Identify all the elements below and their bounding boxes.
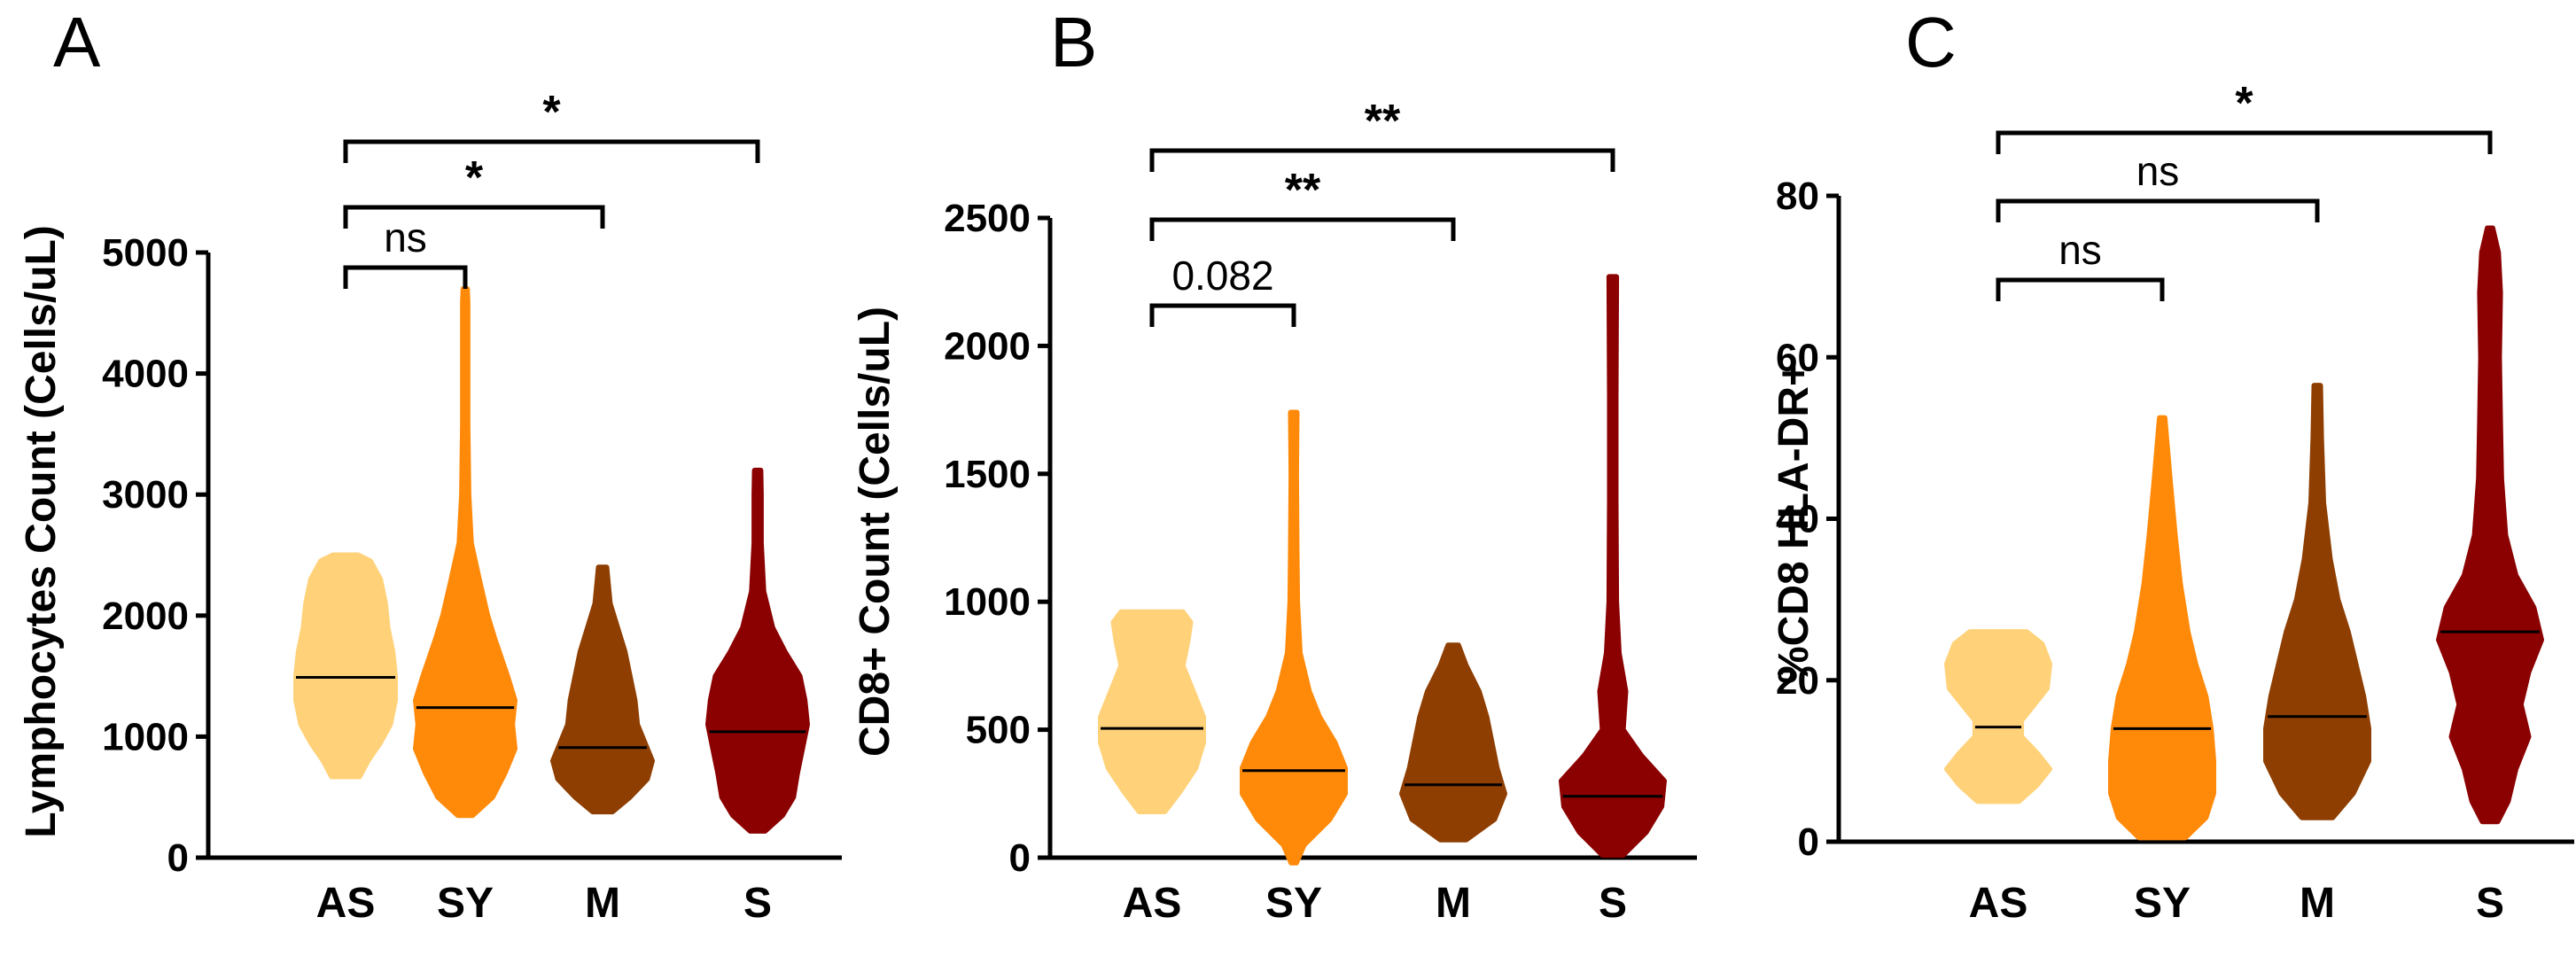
panel-c-category-label-s: S (2476, 880, 2504, 927)
panel-b-category-label-s: S (1599, 880, 1627, 927)
panel-a-sig-label-as-s: * (542, 87, 561, 138)
panel-a-violin-m (550, 564, 655, 815)
panel-a-ytick-label: 0 (167, 836, 189, 880)
panel-b-violin-as (1098, 609, 1206, 814)
panel-c-ytick-label: 60 (1776, 336, 1819, 379)
panel-a-plot: 0 1000 2000 3000 4000 5000 AS SY M Sns * * (102, 87, 842, 927)
panel-b-bracket-as-sy (1149, 303, 1296, 327)
panel-c-sig-label-as-sy: ns (2058, 227, 2102, 273)
panel-a-ytick-label: 2000 (102, 595, 189, 638)
panel-c-ytick-label: 20 (1776, 659, 1819, 703)
panel-a-ytick-label: 3000 (102, 473, 189, 517)
panel-a-bracket-as-s (343, 139, 760, 163)
panel-b-violin-s (1559, 274, 1667, 859)
panel-a-category-label-m: M (585, 880, 620, 927)
panel-a-violin-s (705, 467, 810, 834)
panel-c-bracket-as-s (1996, 130, 2493, 154)
panel-b-ylabel: CD8+ Count (Cells/uL) (852, 307, 899, 757)
panel-a-ytick-label: 1000 (102, 715, 189, 758)
panel-a-bracket-as-sy (343, 265, 468, 289)
panel-b-letter: B (1050, 3, 1097, 82)
panel-a-category-label-as: AS (316, 880, 376, 927)
panel-c-category-label-sy: SY (2134, 880, 2191, 927)
panel-b-ytick-label: 1000 (944, 580, 1031, 624)
panel-b-ytick-label: 0 (1009, 836, 1031, 880)
panel-c-sig-label-as-s: * (2235, 78, 2253, 129)
panel-b-ytick-label: 500 (966, 709, 1031, 752)
panel-c-category-label-as: AS (1969, 880, 2028, 927)
panel-a-category-label-s: S (743, 880, 772, 927)
panel-b-category-label-as: AS (1123, 880, 1182, 927)
panel-c-violin-as (1944, 629, 2052, 804)
panel-c-sig-label-as-m: ns (2136, 148, 2180, 194)
panel-c-bracket-as-m (1996, 198, 2320, 222)
panel-c-violin-m (2263, 383, 2371, 820)
panel-a-bracket-as-m (343, 205, 605, 229)
panel-c-violin-s (2436, 225, 2544, 825)
panel-b-violin-m (1399, 642, 1507, 843)
panel-c-ylabel: %CD8 HLA-DR+ (1771, 361, 1817, 684)
panel-a-violin-as (293, 552, 398, 780)
panel-c-violin-sy (2108, 415, 2216, 841)
panel-b: B CD8+ Count (Cells/uL) 0 500 1000 1500 2000… (852, 3, 1697, 927)
panel-c-category-label-m: M (2300, 880, 2335, 927)
panel-c-bracket-as-sy (1996, 277, 2165, 301)
panel-a-ytick-label: 5000 (102, 231, 189, 275)
panel-b-ytick-label: 2500 (944, 197, 1031, 240)
panel-a-sig-label-as-m: * (465, 152, 484, 204)
panel-c-ytick-label: 80 (1776, 175, 1819, 218)
panel-b-violin-sy (1240, 409, 1348, 866)
panel-a-ytick-label: 4000 (102, 353, 189, 396)
panel-a-sig-label-as-sy: ns (384, 214, 427, 260)
panel-b-sig-label-as-sy: 0.082 (1171, 253, 1273, 299)
panel-b-bracket-as-s (1149, 148, 1615, 172)
panel-b-bracket-as-m (1149, 217, 1456, 241)
panel-a-category-label-sy: SY (437, 880, 494, 927)
panel-b-ytick-label: 1500 (944, 453, 1031, 496)
panel-c-letter: C (1905, 3, 1957, 82)
panel-b-plot: 0 500 1000 1500 2000 2500 AS SY M S 0.082 ** ** (944, 96, 1697, 927)
panel-a-violin-sy (413, 286, 518, 819)
panel-b-ytick-label: 2000 (944, 324, 1031, 368)
panel-b-sig-label-as-m: ** (1285, 165, 1321, 216)
panel-b-category-label-m: M (1436, 880, 1471, 927)
panel-b-category-label-sy: SY (1265, 880, 1322, 927)
panel-c-ytick-label: 0 (1798, 820, 1819, 864)
panel-b-sig-label-as-s: ** (1365, 96, 1401, 147)
panel-a-ylabel: Lymphocytes Count (Cells/uL) (18, 225, 65, 838)
panel-a: A Lymphocytes Count (Cells/uL) 0 1000 2000… (18, 3, 842, 927)
panel-a-letter: A (53, 3, 101, 82)
panel-c-ytick-label: 40 (1776, 498, 1819, 541)
